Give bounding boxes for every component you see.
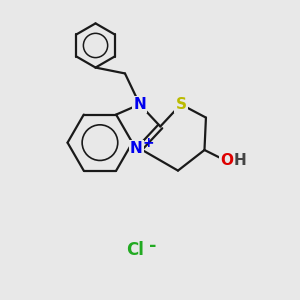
Text: Cl: Cl: [126, 241, 144, 259]
Text: N: N: [130, 141, 142, 156]
Text: N: N: [133, 97, 146, 112]
Text: +: +: [142, 136, 154, 150]
Text: O: O: [220, 153, 233, 168]
Text: S: S: [176, 97, 186, 112]
Text: -: -: [149, 237, 157, 255]
Text: H: H: [234, 153, 247, 168]
